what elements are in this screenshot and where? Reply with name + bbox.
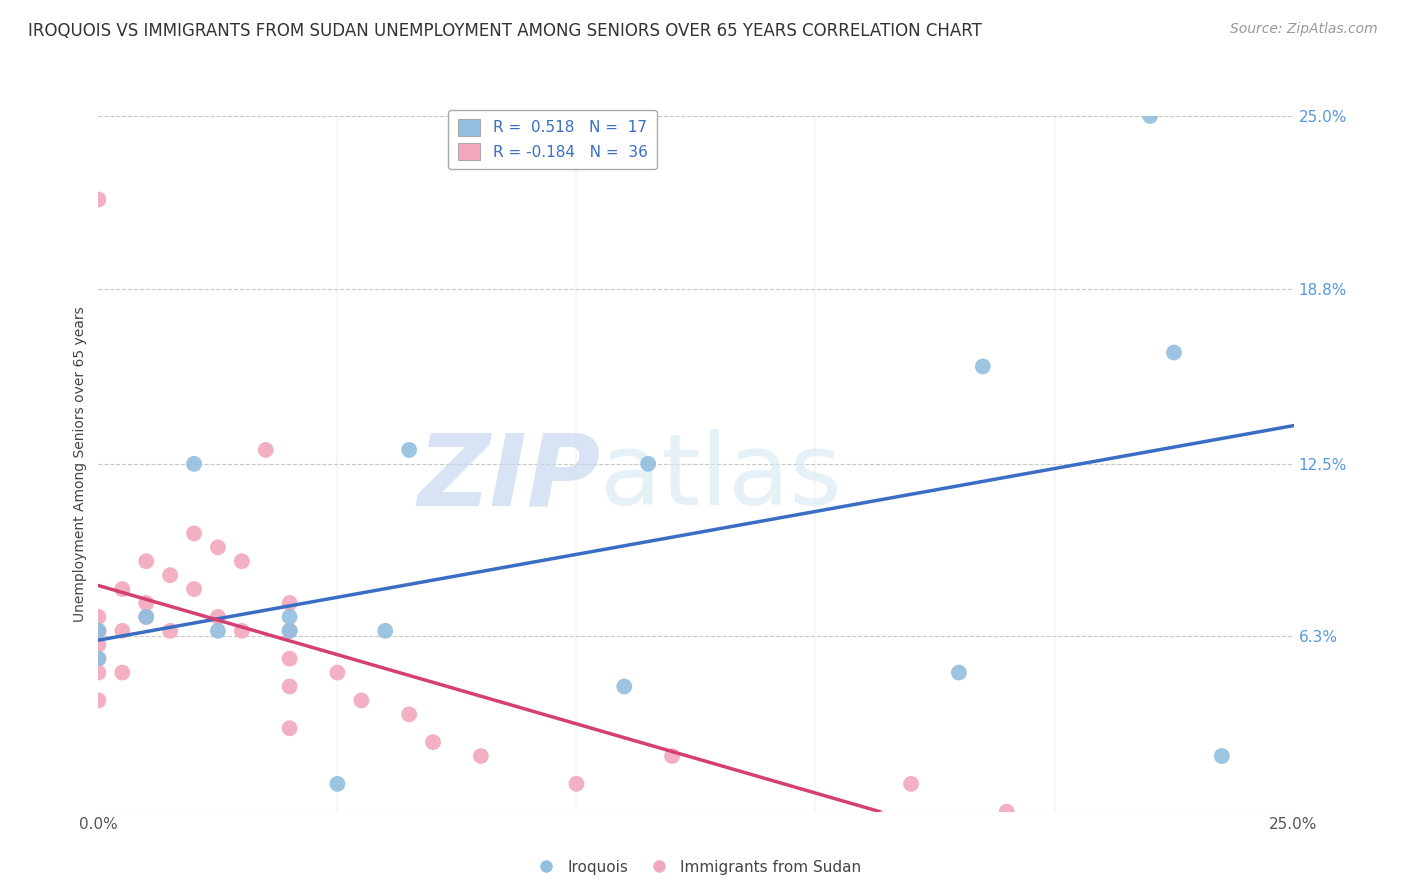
Point [87, 651, 110, 665]
Point [159, 568, 181, 582]
Point [278, 610, 301, 624]
Point [374, 624, 396, 638]
Point [422, 735, 444, 749]
Point [254, 442, 277, 457]
Point [111, 665, 134, 680]
Point [207, 624, 229, 638]
Point [135, 610, 157, 624]
Point [87, 193, 110, 207]
Point [1163, 345, 1185, 359]
Point [87, 638, 110, 652]
Point [995, 805, 1018, 819]
Point [87, 610, 110, 624]
Point [278, 651, 301, 665]
Point [111, 582, 134, 596]
Point [135, 596, 157, 610]
Point [231, 554, 253, 568]
Y-axis label: Unemployment Among Seniors over 65 years: Unemployment Among Seniors over 65 years [73, 306, 87, 622]
Point [207, 610, 229, 624]
Text: Source: ZipAtlas.com: Source: ZipAtlas.com [1230, 22, 1378, 37]
Point [87, 624, 110, 638]
Legend: Iroquois, Immigrants from Sudan: Iroquois, Immigrants from Sudan [524, 854, 868, 880]
Point [972, 359, 994, 374]
Point [350, 693, 373, 707]
Point [183, 457, 205, 471]
Point [1211, 749, 1233, 764]
Point [111, 624, 134, 638]
Point [183, 582, 205, 596]
Point [87, 651, 110, 665]
Text: ZIP: ZIP [418, 429, 600, 526]
Point [207, 541, 229, 555]
Point [326, 777, 349, 791]
Point [900, 777, 922, 791]
Point [87, 693, 110, 707]
Point [637, 457, 659, 471]
Point [613, 680, 636, 694]
Point [278, 596, 301, 610]
Point [565, 777, 588, 791]
Point [1139, 109, 1161, 123]
Point [87, 665, 110, 680]
Point [278, 680, 301, 694]
Point [948, 665, 970, 680]
Text: IROQUOIS VS IMMIGRANTS FROM SUDAN UNEMPLOYMENT AMONG SENIORS OVER 65 YEARS CORRE: IROQUOIS VS IMMIGRANTS FROM SUDAN UNEMPL… [28, 22, 981, 40]
Point [661, 749, 683, 764]
Point [183, 526, 205, 541]
Point [159, 624, 181, 638]
Point [326, 665, 349, 680]
Point [278, 624, 301, 638]
Point [135, 610, 157, 624]
Point [87, 624, 110, 638]
Text: atlas: atlas [600, 429, 842, 526]
Point [278, 721, 301, 735]
Point [278, 624, 301, 638]
Point [398, 442, 420, 457]
Point [470, 749, 492, 764]
Point [135, 554, 157, 568]
Point [231, 624, 253, 638]
Point [398, 707, 420, 722]
